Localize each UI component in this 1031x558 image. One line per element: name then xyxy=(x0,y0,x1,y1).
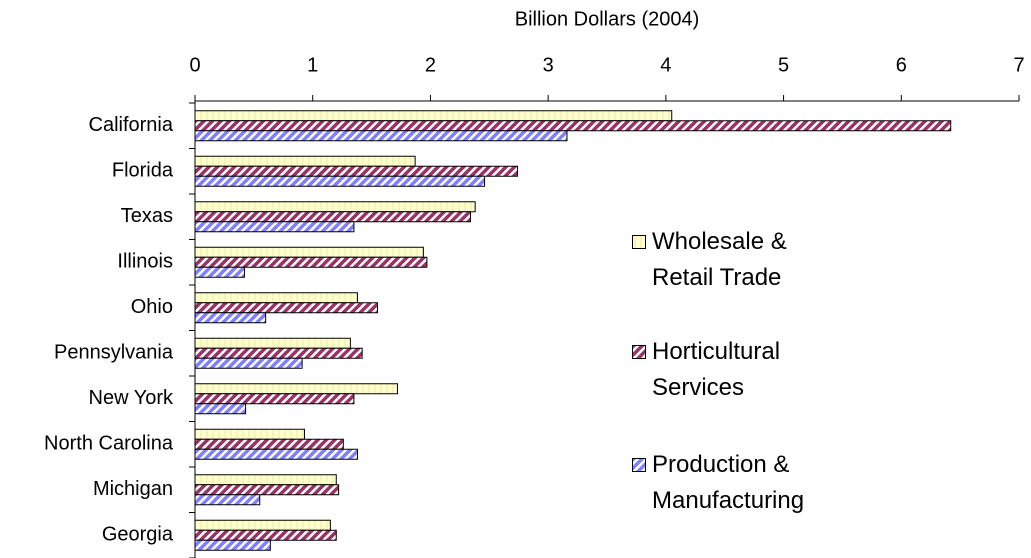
legend-swatch xyxy=(632,458,646,472)
y-tick-label: Illinois xyxy=(117,251,173,273)
x-axis-label: Billion Dollars (2004) xyxy=(515,8,700,30)
y-tick-label: Georgia xyxy=(102,524,174,546)
bar xyxy=(194,357,303,369)
y-tick-label: California xyxy=(89,114,174,136)
bar xyxy=(194,474,337,486)
bar xyxy=(194,393,355,405)
bar xyxy=(194,519,331,531)
x-tick-label: 1 xyxy=(307,54,318,76)
y-tick-label: North Carolina xyxy=(44,433,174,455)
bar xyxy=(194,110,673,122)
y-tick-label: New York xyxy=(89,387,174,409)
legend-swatch xyxy=(632,345,646,359)
bar xyxy=(194,428,305,440)
bar xyxy=(194,292,358,304)
y-tick-label: Ohio xyxy=(131,296,173,318)
bar xyxy=(194,211,471,223)
bar xyxy=(194,266,245,278)
x-tick-label: 4 xyxy=(660,54,671,76)
bar xyxy=(194,403,247,415)
bar xyxy=(194,165,519,177)
bar xyxy=(194,448,358,460)
bar xyxy=(194,484,340,496)
bar xyxy=(194,201,476,213)
legend-label: Production & Manufacturing xyxy=(652,451,805,514)
y-tick-label: Florida xyxy=(112,160,174,182)
bar xyxy=(194,383,398,395)
x-tick-label: 6 xyxy=(896,54,907,76)
y-tick-label: Texas xyxy=(121,205,173,227)
bar xyxy=(194,302,378,314)
bar xyxy=(194,155,416,167)
x-tick-label: 2 xyxy=(425,54,436,76)
bar xyxy=(194,312,267,324)
bar xyxy=(194,494,261,506)
x-tick-label: 0 xyxy=(189,54,200,76)
bar xyxy=(194,130,568,142)
bar xyxy=(194,221,355,233)
x-tick-label: 7 xyxy=(1013,54,1024,76)
bar xyxy=(194,175,486,187)
x-tick-label: 3 xyxy=(543,54,554,76)
y-tick-label: Pennsylvania xyxy=(54,342,174,364)
legend-label: Horticultural Services xyxy=(652,338,781,401)
bar xyxy=(194,347,363,359)
bar xyxy=(194,438,344,450)
bar xyxy=(194,120,952,132)
y-tick-label: Michigan xyxy=(93,478,173,500)
legend-label: Wholesale & Retail Trade xyxy=(652,228,787,291)
bar xyxy=(194,539,271,551)
bar xyxy=(194,529,337,541)
legend-swatch xyxy=(632,235,646,249)
x-tick-label: 5 xyxy=(778,54,789,76)
bar xyxy=(194,256,428,268)
bar xyxy=(194,337,351,349)
bar xyxy=(194,246,424,258)
